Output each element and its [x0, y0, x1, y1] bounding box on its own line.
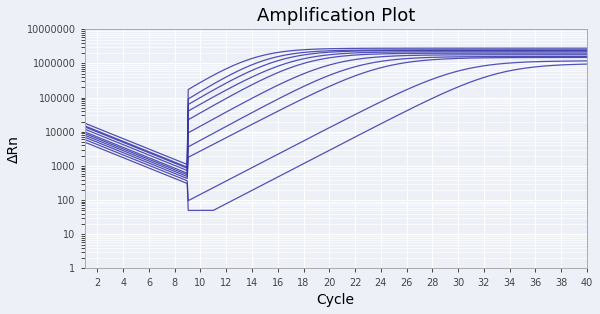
X-axis label: Cycle: Cycle [317, 293, 355, 307]
Title: Amplification Plot: Amplification Plot [257, 7, 415, 25]
Y-axis label: ΔRn: ΔRn [7, 135, 21, 163]
